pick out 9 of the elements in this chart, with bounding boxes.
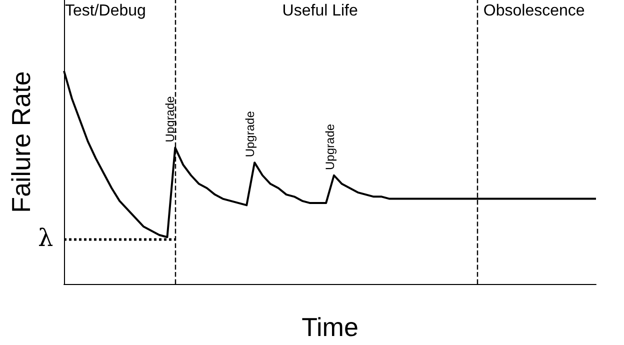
text: Test/Debug (65, 2, 146, 20)
annotation: Upgrade (323, 124, 337, 170)
ref-line-label: λ (38, 224, 54, 252)
x-axis-title: Time (302, 312, 358, 342)
y-axis-title: Failure Rate (6, 71, 36, 213)
text: Useful Life (282, 2, 358, 20)
annotation: Upgrade (163, 96, 177, 142)
text: Obsolescence (483, 2, 585, 20)
annotation: Upgrade (243, 110, 257, 158)
